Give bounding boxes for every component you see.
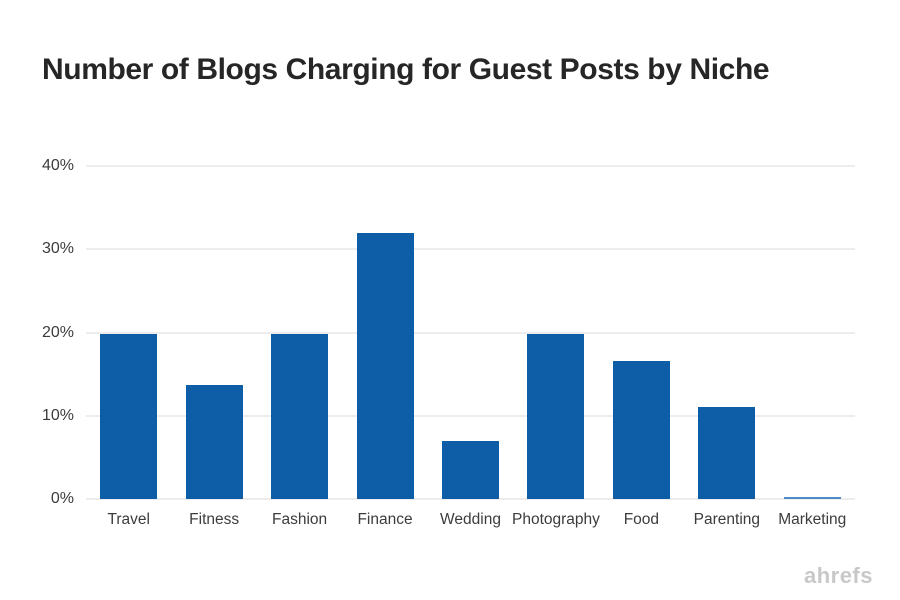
gridline (86, 165, 855, 167)
x-tick-label: Finance (357, 511, 413, 528)
bar-wedding (442, 441, 499, 499)
y-tick-label: 30% (41, 240, 74, 258)
gridline (86, 248, 855, 251)
bar-marketing (784, 497, 841, 499)
x-tick-label: Wedding (440, 511, 501, 528)
x-tick-label: Parenting (693, 511, 761, 528)
y-tick-label: 40% (41, 157, 74, 174)
chart-title: Number of Blogs Charging for Guest Posts… (42, 53, 770, 86)
x-tick-label: Travel (107, 511, 150, 528)
x-tick-label: Photography (511, 511, 600, 528)
x-tick-label: Food (623, 511, 660, 528)
y-tick-label: 0% (50, 490, 74, 507)
gridline (86, 414, 855, 417)
y-tick-label: 10% (41, 406, 74, 424)
x-tick-label: Fashion (272, 511, 328, 528)
x-tick-label: Fitness (189, 511, 240, 528)
ahrefs-logo: ahrefs (803, 563, 873, 588)
bar-fashion (271, 334, 328, 499)
gridline (86, 498, 855, 500)
gridline (86, 331, 855, 334)
bar-parenting (698, 407, 755, 499)
bar-finance (357, 233, 414, 499)
bar-fitness (186, 385, 243, 499)
bar-photography (527, 334, 584, 499)
plot-area: 0% 10% 20% 30% 40% Travel Fitness Fashion Financ… (42, 157, 855, 528)
y-tick-label: 20% (41, 323, 74, 341)
bar-food (613, 361, 670, 499)
x-tick-label: Marketing (778, 511, 847, 528)
bar-travel (100, 334, 157, 499)
